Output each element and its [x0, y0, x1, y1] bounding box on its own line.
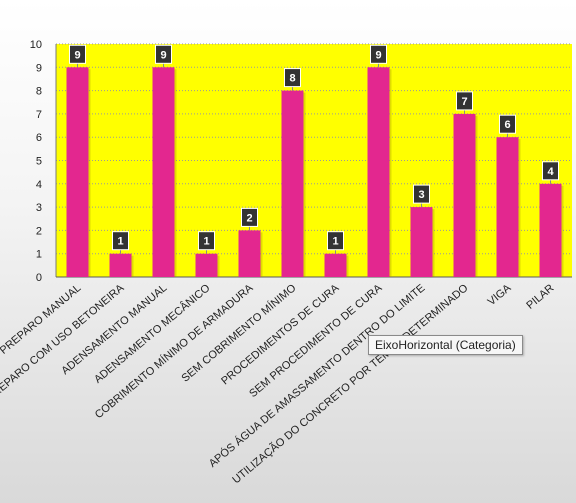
data-label: 4: [547, 166, 554, 178]
data-label-box: [155, 44, 172, 64]
y-tick-label: 7: [36, 109, 42, 121]
data-label-box: [69, 44, 86, 64]
y-tick-label: 4: [36, 179, 42, 191]
data-label: 9: [160, 49, 166, 61]
bar[interactable]: [367, 67, 390, 277]
x-category-label: PILAR: [524, 282, 556, 312]
y-tick-label: 8: [36, 86, 42, 98]
y-tick-label: 9: [36, 62, 42, 74]
bar[interactable]: [453, 113, 476, 278]
data-label: 9: [74, 49, 80, 61]
bar[interactable]: [410, 207, 433, 277]
data-label-box: [198, 231, 215, 251]
data-label-box: [370, 44, 387, 64]
bar[interactable]: [152, 67, 175, 277]
data-label: 8: [289, 73, 295, 85]
data-label-box: [327, 231, 344, 251]
data-label: 3: [418, 189, 424, 201]
bar[interactable]: [281, 90, 304, 277]
data-label-box: [413, 184, 430, 204]
y-tick-label: 6: [36, 132, 42, 144]
data-label: 6: [504, 119, 510, 131]
bar[interactable]: [238, 230, 261, 277]
y-tick-label: 3: [36, 202, 42, 214]
x-category-label: VIGA: [486, 282, 514, 309]
y-tick-label: 5: [36, 156, 42, 168]
y-tick-label: 10: [30, 39, 42, 51]
y-tick-label: 2: [36, 225, 42, 237]
bar[interactable]: [539, 183, 562, 277]
data-label: 2: [246, 212, 252, 224]
axis-tooltip: EixoHorizontal (Categoria): [368, 335, 523, 355]
data-label: 9: [375, 49, 381, 61]
bar[interactable]: [496, 137, 519, 277]
data-label-box: [456, 91, 473, 111]
data-label-box: [499, 114, 516, 134]
data-label: 1: [203, 236, 209, 248]
data-label-box: [112, 231, 129, 251]
data-label: 1: [117, 236, 123, 248]
data-label: 7: [461, 96, 467, 108]
data-label-box: [241, 207, 258, 227]
bar[interactable]: [66, 67, 89, 277]
data-label-box: [542, 161, 559, 181]
data-label: 1: [332, 236, 338, 248]
x-category-label: COBRIMENTO MÍNIMO DE ARMADURA: [92, 281, 256, 421]
data-label-box: [284, 68, 301, 88]
bar[interactable]: [195, 253, 218, 277]
bar[interactable]: [109, 253, 132, 277]
y-tick-label: 0: [36, 272, 42, 284]
bar[interactable]: [324, 253, 347, 277]
y-tick-label: 1: [36, 249, 42, 261]
